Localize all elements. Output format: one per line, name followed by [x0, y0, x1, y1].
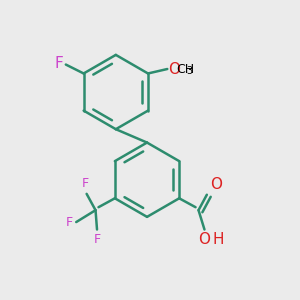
Text: H: H	[213, 232, 224, 247]
Text: 3: 3	[186, 66, 193, 76]
Text: F: F	[82, 177, 89, 190]
Text: F: F	[65, 216, 73, 229]
Text: F: F	[54, 56, 63, 70]
Text: O: O	[210, 177, 222, 192]
Text: O: O	[168, 61, 180, 76]
Text: F: F	[94, 233, 100, 246]
Text: O: O	[199, 232, 211, 247]
Text: CH: CH	[176, 63, 194, 76]
